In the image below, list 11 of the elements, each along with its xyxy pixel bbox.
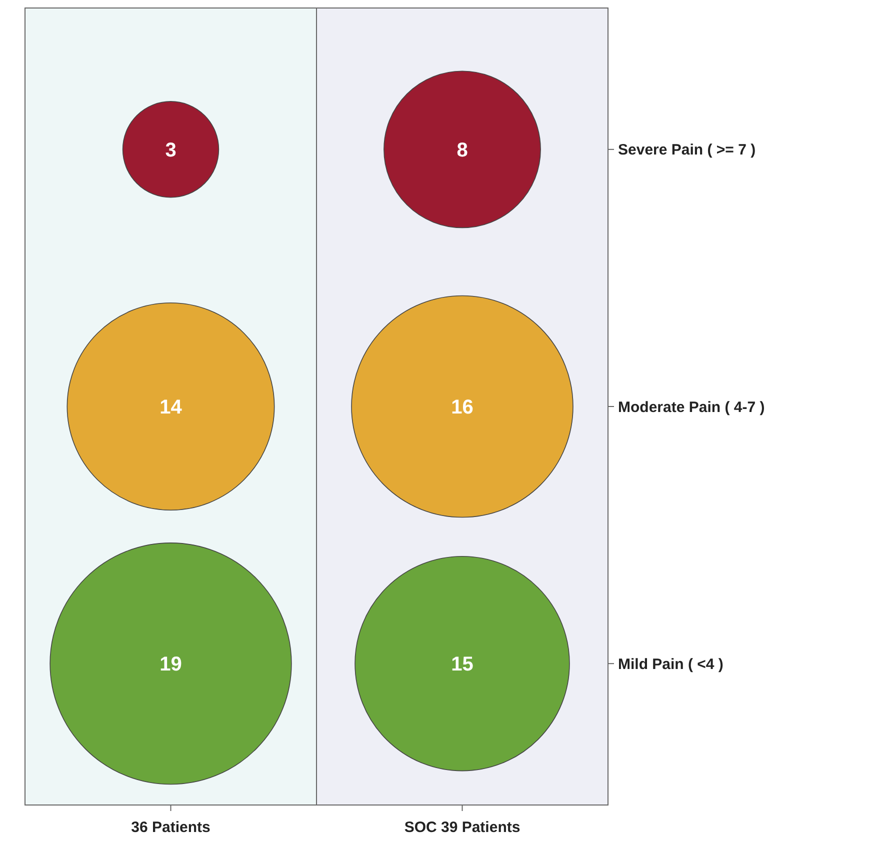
category-label: SOC 39 Patients	[404, 819, 520, 836]
category-label: Mild Pain ( <4 )	[618, 656, 724, 673]
data-label: 19	[160, 654, 182, 676]
data-label: 14	[160, 396, 183, 418]
data-label: 16	[451, 396, 474, 418]
category-label: Moderate Pain ( 4-7 )	[618, 398, 765, 416]
category-label: 36 Patients	[131, 819, 210, 836]
data-label: 3	[165, 139, 176, 162]
category-label: Severe Pain ( >= 7 )	[618, 142, 756, 159]
data-label: 15	[451, 654, 474, 676]
data-label: 8	[456, 139, 468, 162]
